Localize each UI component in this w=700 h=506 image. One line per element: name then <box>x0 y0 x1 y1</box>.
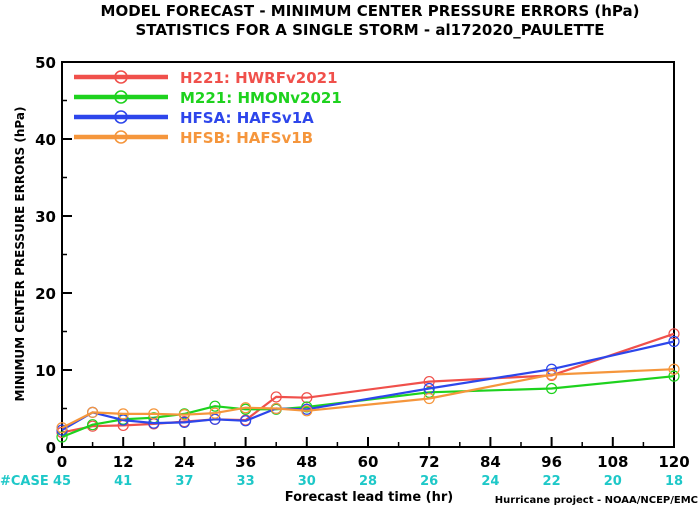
series-group <box>56 363 680 434</box>
series-point <box>668 370 680 382</box>
case-count: 26 <box>420 474 438 489</box>
x-tick-label: 120 <box>658 453 689 471</box>
case-count: 41 <box>114 474 132 489</box>
series-point <box>668 328 680 340</box>
series-point <box>545 382 558 395</box>
series-point <box>545 369 558 381</box>
y-tick-label: 10 <box>35 362 56 380</box>
series-point <box>209 407 221 419</box>
y-tick-label: 30 <box>35 208 56 226</box>
series-point <box>56 431 68 443</box>
series-point <box>423 392 435 405</box>
case-count: 22 <box>543 474 561 489</box>
chart-title: MODEL FORECAST - MINIMUM CENTER PRESSURE… <box>101 2 640 20</box>
legend-label: HFSB: HAFSv1B <box>180 129 313 147</box>
series-point <box>148 417 160 429</box>
x-tick-label: 12 <box>113 453 134 471</box>
x-tick-label: 96 <box>541 453 562 471</box>
x-tick-label: 0 <box>57 453 67 471</box>
series-group <box>56 370 680 443</box>
case-count: 33 <box>237 474 255 489</box>
legend-marker <box>114 110 128 124</box>
case-label: #CASE <box>0 474 49 489</box>
legend-label: HFSA: HAFSv1A <box>180 109 314 127</box>
series-point <box>86 419 99 431</box>
credit-text: Hurricane project - NOAA/NCEP/EMC <box>495 495 698 506</box>
y-tick-label: 40 <box>35 131 56 149</box>
x-tick-label: 108 <box>597 453 628 471</box>
series-point <box>423 375 435 388</box>
chart-subtitle: STATISTICS FOR A SINGLE STORM - al172020… <box>135 21 604 39</box>
x-tick-label: 84 <box>480 453 501 471</box>
case-count-row: 45 41 37 33 30 28 26 24 22 20 18 <box>53 474 683 489</box>
y-tick-label: 0 <box>46 439 56 457</box>
y-tick-label: 50 <box>35 54 56 72</box>
legend-label: H221: HWRFv2021 <box>180 69 338 87</box>
series-point <box>117 408 129 420</box>
series-point <box>178 409 190 421</box>
series-point <box>209 400 221 412</box>
case-count: 45 <box>53 474 71 489</box>
series-point <box>668 335 680 348</box>
legend: H221: HWRFv2021 M221: HMONv2021 HFSA: HAFS… <box>74 69 342 147</box>
series-point <box>301 405 313 417</box>
legend-marker <box>114 130 128 144</box>
case-count: 37 <box>175 474 193 489</box>
case-count: 28 <box>359 474 377 489</box>
case-count: 24 <box>481 474 499 489</box>
series-point <box>240 402 252 414</box>
y-tick-label: 20 <box>35 285 56 303</box>
series-point <box>148 408 160 420</box>
legend-marker <box>114 90 128 104</box>
x-tick-label: 60 <box>358 453 379 471</box>
y-axis-label: MINIMUM CENTER PRESSURE ERRORS (hPa) <box>13 107 27 402</box>
series-point <box>423 386 435 398</box>
series-point <box>178 416 190 428</box>
case-count: 20 <box>604 474 622 489</box>
series-layer <box>56 328 680 443</box>
series-point <box>301 392 313 404</box>
case-count: 18 <box>665 474 683 489</box>
series-point <box>240 415 252 427</box>
series-point <box>668 363 680 375</box>
legend-label: M221: HMONv2021 <box>180 89 342 107</box>
series-point <box>209 413 221 425</box>
case-count: 30 <box>298 474 316 489</box>
legend-marker <box>114 70 128 84</box>
x-axis-label: Forecast lead time (hr) <box>285 490 453 505</box>
series-point <box>86 406 99 418</box>
y-axis: 0 10 20 30 40 50 <box>35 54 72 457</box>
series-point <box>56 422 68 434</box>
x-tick-label: 48 <box>296 453 317 471</box>
series-point <box>270 391 282 403</box>
series-point <box>270 402 282 415</box>
x-axis: 0 12 24 36 48 60 72 84 96 108 120 <box>57 437 690 471</box>
x-tick-label: 72 <box>419 453 440 471</box>
x-tick-label: 36 <box>235 453 256 471</box>
x-tick-label: 24 <box>174 453 195 471</box>
series-point <box>117 414 129 426</box>
